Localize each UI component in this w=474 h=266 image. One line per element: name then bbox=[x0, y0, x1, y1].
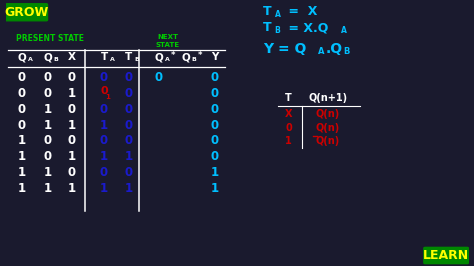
Text: 1: 1 bbox=[67, 87, 76, 99]
Text: 0: 0 bbox=[100, 103, 108, 115]
Text: 1: 1 bbox=[44, 103, 52, 115]
Text: X: X bbox=[285, 109, 292, 119]
Text: 1: 1 bbox=[125, 182, 133, 195]
Text: 0: 0 bbox=[100, 86, 108, 96]
FancyBboxPatch shape bbox=[424, 247, 468, 264]
Text: 1: 1 bbox=[67, 151, 76, 163]
Text: 0: 0 bbox=[44, 71, 52, 84]
Text: 0: 0 bbox=[67, 103, 76, 115]
Text: 1: 1 bbox=[125, 151, 133, 163]
Text: 0: 0 bbox=[125, 71, 133, 84]
Text: 0: 0 bbox=[210, 87, 219, 99]
Text: 0: 0 bbox=[100, 71, 108, 84]
Text: 0: 0 bbox=[44, 151, 52, 163]
Text: STATE: STATE bbox=[156, 42, 180, 48]
Text: 0: 0 bbox=[125, 119, 133, 131]
Text: B: B bbox=[54, 57, 58, 62]
Text: 0: 0 bbox=[210, 135, 219, 147]
Text: Q: Q bbox=[181, 52, 190, 62]
Text: A: A bbox=[341, 26, 347, 35]
Text: T: T bbox=[100, 52, 108, 62]
Text: 0: 0 bbox=[44, 87, 52, 99]
Text: 1: 1 bbox=[44, 167, 52, 179]
Text: = X.Q: = X.Q bbox=[284, 22, 328, 34]
Text: 0: 0 bbox=[18, 119, 26, 131]
Text: 0: 0 bbox=[100, 135, 108, 147]
Text: 1: 1 bbox=[285, 136, 292, 146]
Text: Q: Q bbox=[43, 52, 52, 62]
Text: 0: 0 bbox=[67, 167, 76, 179]
Text: Q(n): Q(n) bbox=[316, 136, 340, 146]
Text: NEXT: NEXT bbox=[157, 34, 179, 40]
Text: .Q: .Q bbox=[326, 42, 343, 56]
Text: 0: 0 bbox=[155, 71, 163, 84]
Text: 1: 1 bbox=[18, 151, 26, 163]
Text: 1: 1 bbox=[18, 135, 26, 147]
Text: 0: 0 bbox=[18, 71, 26, 84]
Text: *: * bbox=[171, 51, 176, 60]
Text: B: B bbox=[274, 26, 281, 35]
Text: Q(n): Q(n) bbox=[316, 123, 340, 133]
Text: 0: 0 bbox=[125, 167, 133, 179]
Text: B: B bbox=[191, 57, 197, 62]
Text: A: A bbox=[274, 10, 281, 19]
Text: B: B bbox=[343, 47, 350, 56]
Text: 1: 1 bbox=[44, 119, 52, 131]
Text: Q: Q bbox=[155, 52, 163, 62]
Text: X: X bbox=[68, 52, 75, 62]
Text: 0: 0 bbox=[210, 103, 219, 115]
Text: 1: 1 bbox=[210, 167, 219, 179]
Text: PRESENT STATE: PRESENT STATE bbox=[16, 34, 84, 43]
Text: 1: 1 bbox=[105, 94, 109, 100]
Text: 0: 0 bbox=[18, 87, 26, 99]
Text: A: A bbox=[318, 47, 324, 56]
Text: A: A bbox=[165, 57, 170, 62]
Text: Q(n): Q(n) bbox=[316, 109, 340, 119]
Text: 0: 0 bbox=[125, 103, 133, 115]
Text: 1: 1 bbox=[67, 182, 76, 195]
Text: 0: 0 bbox=[210, 71, 219, 84]
Text: 0: 0 bbox=[100, 167, 108, 179]
Text: 0: 0 bbox=[285, 123, 292, 133]
Text: 0: 0 bbox=[210, 119, 219, 131]
Text: *: * bbox=[198, 51, 203, 60]
Text: 1: 1 bbox=[18, 167, 26, 179]
Text: Y: Y bbox=[210, 52, 218, 62]
Text: 0: 0 bbox=[44, 135, 52, 147]
Text: T: T bbox=[285, 93, 292, 103]
Text: LEARN: LEARN bbox=[423, 249, 469, 262]
Text: T: T bbox=[263, 22, 272, 34]
Text: 0: 0 bbox=[125, 87, 133, 99]
Text: 0: 0 bbox=[125, 135, 133, 147]
Text: 1: 1 bbox=[67, 119, 76, 131]
Text: =  X: = X bbox=[284, 6, 317, 18]
Text: GROW: GROW bbox=[4, 6, 48, 19]
Text: 1: 1 bbox=[100, 119, 108, 131]
Text: A: A bbox=[28, 57, 33, 62]
Text: Q(n+1): Q(n+1) bbox=[309, 93, 347, 103]
Text: 1: 1 bbox=[18, 182, 26, 195]
Text: 0: 0 bbox=[18, 103, 26, 115]
Text: 0: 0 bbox=[67, 135, 76, 147]
Text: 1: 1 bbox=[100, 151, 108, 163]
Text: 0: 0 bbox=[210, 151, 219, 163]
Text: 0: 0 bbox=[67, 71, 76, 84]
FancyBboxPatch shape bbox=[5, 4, 47, 21]
Text: 1: 1 bbox=[100, 182, 108, 195]
Text: T: T bbox=[263, 6, 272, 18]
Text: Q: Q bbox=[18, 52, 27, 62]
Text: A: A bbox=[110, 57, 115, 62]
Text: Y = Q: Y = Q bbox=[263, 42, 306, 56]
Text: T: T bbox=[125, 52, 132, 62]
Text: 1: 1 bbox=[210, 182, 219, 195]
Text: B: B bbox=[135, 57, 139, 62]
Text: 1: 1 bbox=[44, 182, 52, 195]
